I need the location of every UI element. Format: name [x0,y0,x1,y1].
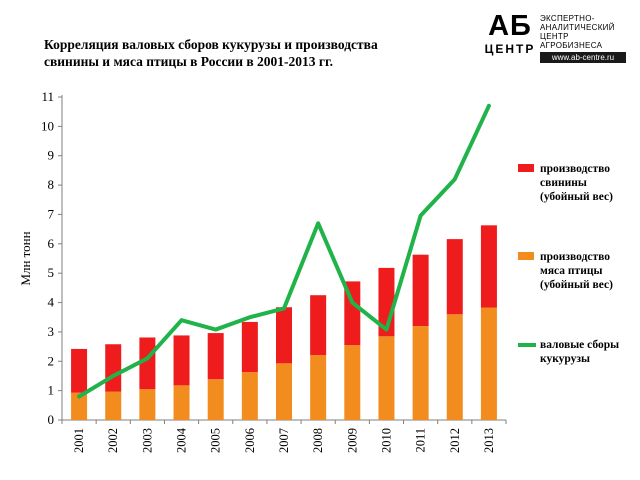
bar-poultry [412,326,429,420]
y-tick-label: 11 [41,89,54,104]
legend-label-poultry: производство мяса птицы (убойный вес) [540,251,613,291]
bar-pork [173,335,190,386]
bar-pork [446,239,463,315]
logo-text-line: ЦЕНТР [540,32,569,41]
bar-poultry [344,345,361,420]
x-tick-label: 2011 [414,428,428,453]
legend-label-pork: производство свинины (убойный вес) [540,163,613,203]
y-tick-label: 7 [48,206,55,221]
x-tick-label: 2007 [277,428,291,453]
y-tick-label: 1 [48,383,55,398]
corn-harvest-line [77,103,491,399]
x-tick-label: 2004 [175,427,189,453]
bar-poultry [241,372,258,420]
x-tick-label: 2005 [209,428,223,453]
logo-text: ЭКСПЕРТНО- АНАЛИТИЧЕСКИЙ ЦЕНТР АГРОБИЗНЕ… [540,14,630,50]
bar-pork [139,337,156,390]
legend-label-corn: валовые сборы кукурузы [540,339,620,365]
logo-mark-top: АБ [488,10,532,42]
y-tick-label: 4 [48,295,55,310]
bar-pork [310,295,327,356]
x-tick-label: 2006 [243,428,257,453]
bar-poultry [446,314,463,420]
y-tick-label: 6 [48,236,55,251]
bar-pork [207,333,224,380]
logo-text-line: АНАЛИТИЧЕСКИЙ [540,23,615,32]
bar-poultry [71,392,88,420]
logo-mark-bottom: ЦЕНТР [484,42,536,56]
x-tick-label: 2010 [379,428,393,453]
legend-swatch-pork [518,164,534,172]
bar-poultry [276,363,292,420]
y-tick-label: 0 [48,412,55,427]
y-tick-label: 8 [48,177,55,192]
legend-swatch-corn [518,343,536,347]
bar-pork [105,344,122,392]
x-tick-label: 2003 [140,428,154,453]
bar-pork [241,321,258,373]
legend-swatch-poultry [518,252,534,260]
y-tick-label: 9 [48,148,55,163]
ab-centre-logo: АБ ЦЕНТР ЭКСПЕРТНО- АНАЛИТИЧЕСКИЙ ЦЕНТР … [484,12,630,64]
bar-poultry [207,379,224,420]
y-tick-label: 5 [48,265,55,280]
bar-pork [412,254,429,327]
logo-text-line: ЭКСПЕРТНО- [540,14,595,23]
logo-text-line: АГРОБИЗНЕСА [540,41,603,50]
chart-title-line-1: Корреляция валовых сборов кукурузы и про… [44,37,378,52]
x-tick-label: 2012 [448,428,462,453]
x-tick-label: 2002 [106,428,120,453]
bar-pork [276,307,292,364]
logo-url: www.ab-centre.ru [540,52,626,63]
bar-pork [71,348,88,393]
bar-poultry [310,355,327,420]
chart-title: Корреляция валовых сборов кукурузы и про… [44,36,424,70]
bar-poultry [480,307,497,420]
bar-pork [480,225,497,308]
y-tick-label: 3 [48,324,55,339]
x-tick-label: 2001 [72,428,86,453]
x-tick-label: 2008 [311,428,325,453]
x-tick-label: 2013 [482,428,496,453]
y-tick-label: 10 [41,118,54,133]
y-axis-label: Млн тонн [18,231,33,285]
bar-poultry [139,389,156,420]
bar-poultry [173,385,190,420]
bar-poultry [105,391,122,420]
chart-title-line-2: свинины и мяса птицы в России в 2001-201… [44,54,334,69]
x-tick-label: 2009 [345,428,359,453]
y-tick-label: 2 [48,353,55,368]
logo-mark: АБ ЦЕНТР [484,12,536,62]
bar-poultry [378,336,395,420]
